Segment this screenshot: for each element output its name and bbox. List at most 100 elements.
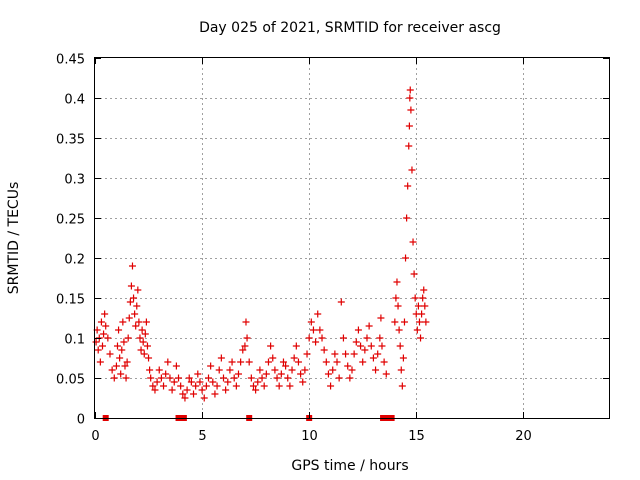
data-point xyxy=(271,366,279,374)
data-point xyxy=(245,358,253,366)
data-point xyxy=(301,366,309,374)
data-point xyxy=(292,342,300,350)
x-tick-label: 10 xyxy=(301,429,318,444)
data-point xyxy=(117,370,125,378)
x-tick-label: 5 xyxy=(198,429,206,444)
data-point xyxy=(402,254,410,262)
data-point xyxy=(130,294,138,302)
data-point xyxy=(143,342,151,350)
data-point xyxy=(249,382,257,390)
data-point xyxy=(361,346,369,354)
data-point xyxy=(128,262,136,270)
data-point xyxy=(127,282,135,290)
data-point xyxy=(369,354,377,362)
data-point xyxy=(299,378,307,386)
data-point xyxy=(190,390,198,398)
data-point xyxy=(286,382,294,390)
data-point xyxy=(305,334,313,342)
data-point xyxy=(175,374,183,382)
data-point xyxy=(254,378,262,386)
data-point xyxy=(352,338,360,346)
data-point xyxy=(279,358,287,366)
data-point xyxy=(112,362,120,370)
y-tick-label: 0.25 xyxy=(56,213,85,228)
data-point xyxy=(354,326,362,334)
y-tick-label: 0.35 xyxy=(56,133,85,148)
data-point xyxy=(327,382,335,390)
data-point xyxy=(237,358,245,366)
y-tick-label: 0.05 xyxy=(56,373,85,388)
data-point xyxy=(303,350,311,358)
data-point xyxy=(331,350,339,358)
data-point xyxy=(394,302,402,310)
data-point xyxy=(247,374,255,382)
data-point xyxy=(242,318,250,326)
data-point xyxy=(92,338,100,346)
data-point xyxy=(140,350,148,358)
data-point xyxy=(314,310,322,318)
data-point xyxy=(400,318,408,326)
data-point xyxy=(134,286,142,294)
data-point xyxy=(215,366,223,374)
data-point xyxy=(252,386,260,394)
data-point xyxy=(393,278,401,286)
data-point xyxy=(116,354,124,362)
data-point xyxy=(329,366,337,374)
data-point xyxy=(194,370,202,378)
data-point xyxy=(146,366,154,374)
data-point xyxy=(290,354,298,362)
data-point xyxy=(363,334,371,342)
plot-frame xyxy=(94,57,610,419)
data-point xyxy=(94,346,102,354)
chart-title: Day 025 of 2021, SRMTID for receiver asc… xyxy=(199,20,501,36)
data-point xyxy=(297,370,305,378)
data-point xyxy=(222,386,230,394)
data-point xyxy=(135,318,143,326)
data-point xyxy=(333,358,341,366)
y-tick-label: 0.15 xyxy=(56,293,85,308)
data-point xyxy=(284,374,292,382)
data-point xyxy=(399,354,407,362)
data-point xyxy=(269,354,277,362)
data-point xyxy=(234,370,242,378)
data-point xyxy=(136,334,144,342)
y-tick-label: 0.45 xyxy=(56,53,85,68)
data-point xyxy=(282,362,290,370)
data-point xyxy=(316,326,324,334)
data-point xyxy=(288,366,296,374)
data-point xyxy=(124,334,132,342)
data-point xyxy=(200,394,208,402)
x-tick-label: 0 xyxy=(91,429,99,444)
data-point xyxy=(342,350,350,358)
data-point xyxy=(106,350,114,358)
data-point xyxy=(196,378,204,386)
data-point xyxy=(357,342,365,350)
data-point xyxy=(277,370,285,378)
data-point xyxy=(202,382,210,390)
data-series xyxy=(92,86,430,402)
data-point xyxy=(121,362,129,370)
data-point xyxy=(415,318,423,326)
data-point xyxy=(339,334,347,342)
data-point xyxy=(172,362,180,370)
data-point xyxy=(376,334,384,342)
data-point xyxy=(139,338,147,346)
data-point xyxy=(102,322,110,330)
y-tick-label: 0.2 xyxy=(64,253,85,268)
data-point xyxy=(226,366,234,374)
data-point xyxy=(155,366,163,374)
data-point xyxy=(378,342,386,350)
data-point xyxy=(413,326,421,334)
data-point xyxy=(232,382,240,390)
data-point xyxy=(170,378,178,386)
data-point xyxy=(398,382,406,390)
data-point xyxy=(324,370,332,378)
data-point xyxy=(98,342,106,350)
data-point xyxy=(395,326,403,334)
data-point xyxy=(318,334,326,342)
data-point xyxy=(382,370,390,378)
data-point xyxy=(164,358,172,366)
data-point xyxy=(187,378,195,386)
data-point xyxy=(258,374,266,382)
